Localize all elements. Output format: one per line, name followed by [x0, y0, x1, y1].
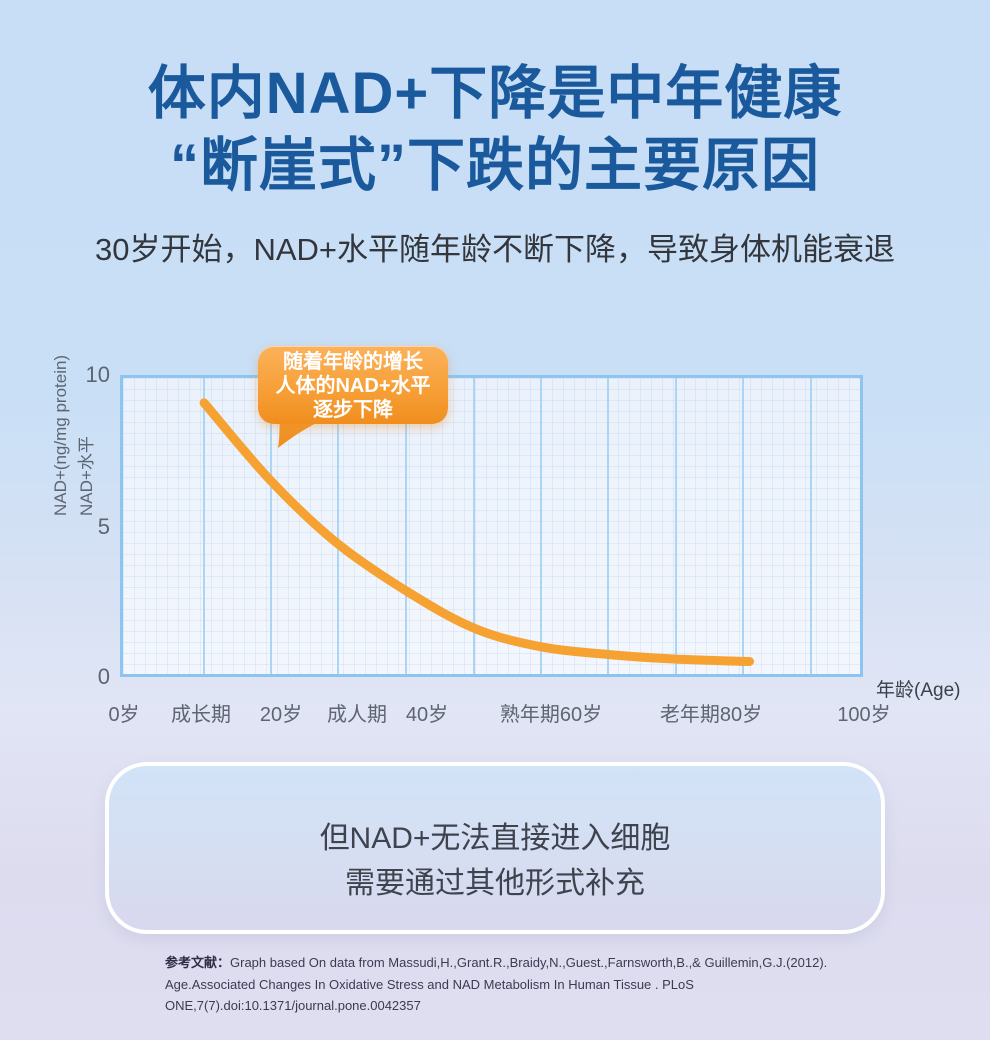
reference: 参考文献：Graph based On data from Massudi,H.… — [165, 952, 857, 1017]
info-box-line-1: 但NAD+无法直接进入细胞 — [319, 822, 671, 855]
reference-label: 参考文献： — [165, 955, 231, 970]
gridline-vertical — [742, 378, 744, 674]
x-tick-label: 0岁 — [108, 704, 140, 726]
x-tick-label: 20岁 — [259, 704, 303, 726]
gridline-vertical — [473, 378, 475, 674]
annotation-line-3: 逐步下降 — [313, 399, 393, 421]
x-tick-label: 老年期80岁 — [659, 704, 763, 726]
annotation-line-2: 人体的NAD+水平 — [275, 375, 431, 397]
nad-curve — [199, 398, 754, 666]
gridline-vertical — [337, 378, 339, 674]
page-title-line-1: 体内NAD+下降是中年健康 — [147, 61, 843, 126]
page-title: 体内NAD+下降是中年健康 “断崖式”下跌的主要原因 — [0, 58, 990, 202]
x-axis-title: 年龄(Age) — [876, 680, 961, 701]
x-tick-label: 成人期 — [327, 704, 387, 726]
gridline-vertical — [270, 378, 272, 674]
info-box: 但NAD+无法直接进入细胞 需要通过其他形式补充 — [105, 762, 885, 934]
y-tick-5: 5 — [97, 514, 110, 539]
gridline-vertical — [810, 378, 812, 674]
page-title-line-2: “断崖式”下跌的主要原因 — [169, 133, 820, 198]
gridline-vertical — [675, 378, 677, 674]
gridline-vertical — [607, 378, 609, 674]
gridline-vertical — [203, 378, 205, 674]
reference-text: Graph based On data from Massudi,H.,Gran… — [165, 955, 828, 1013]
x-tick-label: 100岁 — [837, 704, 891, 726]
x-tick-label: 40岁 — [405, 704, 449, 726]
nad-curve-path — [199, 398, 754, 666]
bubble-tail-icon — [278, 420, 322, 448]
gridline-vertical — [405, 378, 407, 674]
annotation-line-1: 随着年龄的增长 — [283, 351, 423, 373]
plot-area — [120, 375, 863, 677]
annotation-bubble: 随着年龄的增长 人体的NAD+水平 逐步下降 — [258, 346, 448, 424]
minor-grid — [123, 378, 860, 674]
x-tick-label: 熟年期60岁 — [499, 704, 603, 726]
page-subtitle: 30岁开始，NAD+水平随年龄不断下降，导致身体机能衰退 — [94, 232, 896, 267]
info-box-line-2: 需要通过其他形式补充 — [345, 867, 645, 900]
y-tick-0: 0 — [97, 664, 110, 689]
y-tick-10: 10 — [85, 362, 110, 387]
x-tick-label: 成长期 — [171, 704, 231, 726]
gridline-vertical — [540, 378, 542, 674]
